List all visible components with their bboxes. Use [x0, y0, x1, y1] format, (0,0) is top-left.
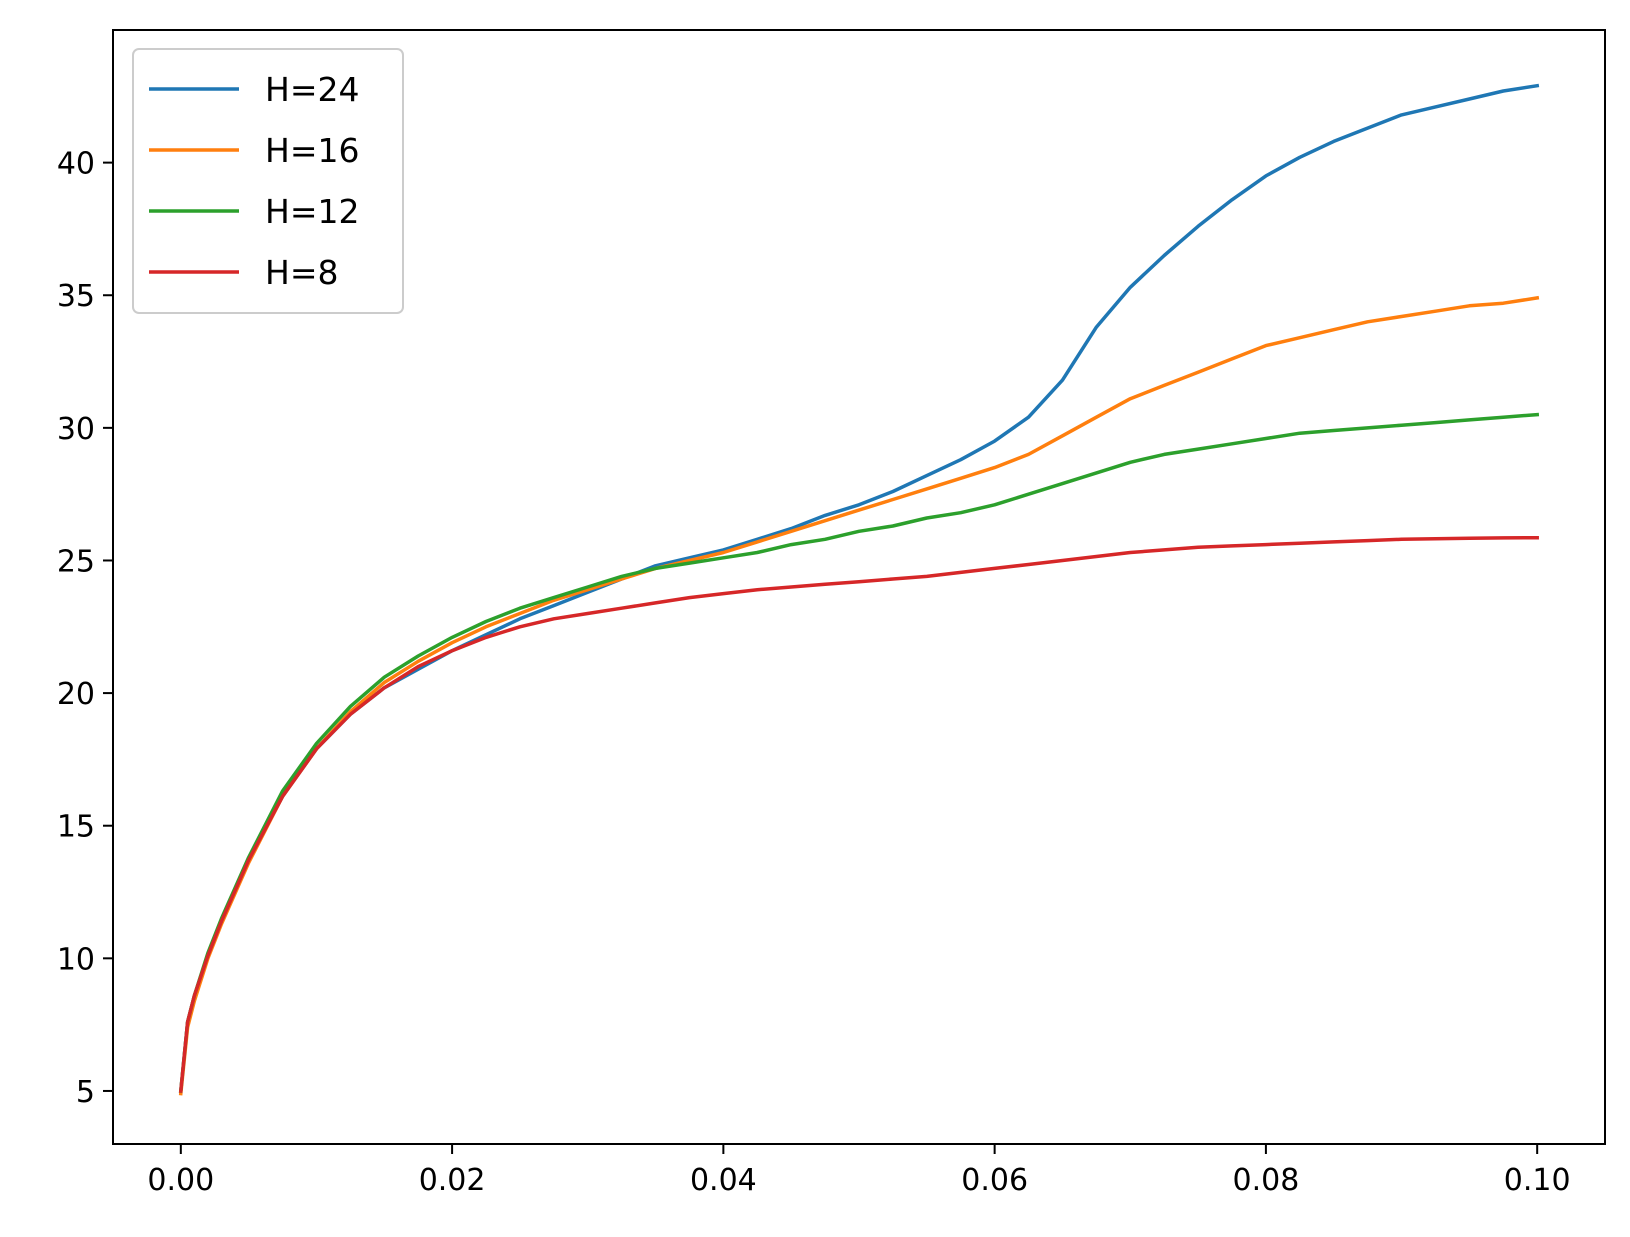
y-tick-label: 10 [57, 942, 95, 977]
y-tick-label: 15 [57, 810, 95, 845]
x-axis: 0.00 0.02 0.04 0.06 0.08 0.10 [147, 1144, 1571, 1198]
y-tick-label: 20 [57, 677, 95, 712]
x-tick-label: 0.10 [1504, 1163, 1571, 1198]
plot-frame [112, 29, 1606, 1145]
x-tick-label: 0.04 [690, 1163, 757, 1198]
legend-label: H=12 [265, 192, 359, 231]
series-line-2 [178, 412, 1540, 1093]
legend-label: H=24 [265, 70, 359, 109]
y-tick-label: 25 [57, 544, 95, 579]
y-axis: 5 10 15 20 25 30 35 40 [57, 147, 113, 1110]
legend-box [132, 48, 404, 314]
x-tick-label: 0.02 [419, 1163, 486, 1198]
series-layer [178, 83, 1540, 1096]
y-tick-label: 30 [57, 412, 95, 447]
legend-label: H=16 [265, 131, 359, 170]
y-tick-label: 5 [76, 1075, 95, 1110]
x-tick-label: 0.06 [961, 1163, 1028, 1198]
y-tick-label: 35 [57, 279, 95, 314]
legend: H=24 H=16 H=12 H=8 [132, 48, 404, 314]
legend-label: H=8 [265, 253, 338, 292]
x-tick-label: 0.00 [147, 1163, 214, 1198]
series-line-3 [178, 535, 1539, 1093]
x-tick-label: 0.08 [1233, 1163, 1300, 1198]
y-tick-label: 40 [57, 147, 95, 182]
